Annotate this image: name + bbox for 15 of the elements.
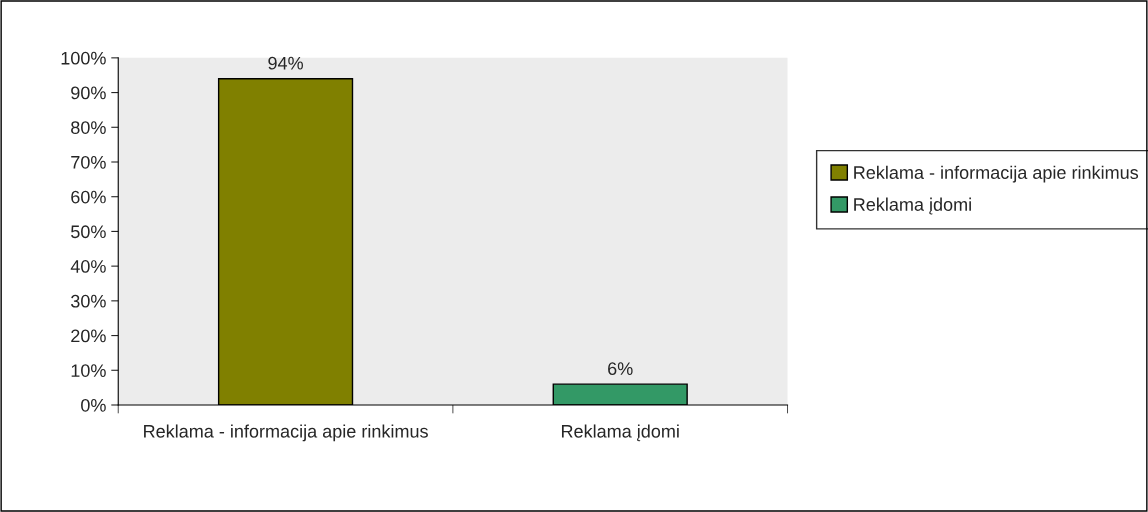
legend-label: Reklama - informacija apie rinkimus — [854, 165, 1139, 183]
y-tick-label: 90% — [71, 86, 106, 100]
y-tick-label: 30% — [70, 294, 106, 308]
data-label: 94% — [268, 56, 303, 70]
y-tick-label: 70% — [71, 155, 106, 169]
y-tick-label: 20% — [71, 329, 106, 343]
y-tick-label: 80% — [71, 121, 106, 134]
legend-label: Reklama įdomi — [854, 197, 971, 215]
y-tick-label: 10% — [71, 364, 106, 377]
y-tick-label: 100% — [61, 51, 106, 65]
y-tick-label: 40% — [70, 260, 106, 273]
data-label: 6% — [608, 362, 633, 376]
y-tick-label: 50% — [71, 225, 106, 239]
y-tick-label: 0% — [81, 398, 106, 412]
y-tick-label: 60% — [71, 190, 106, 204]
